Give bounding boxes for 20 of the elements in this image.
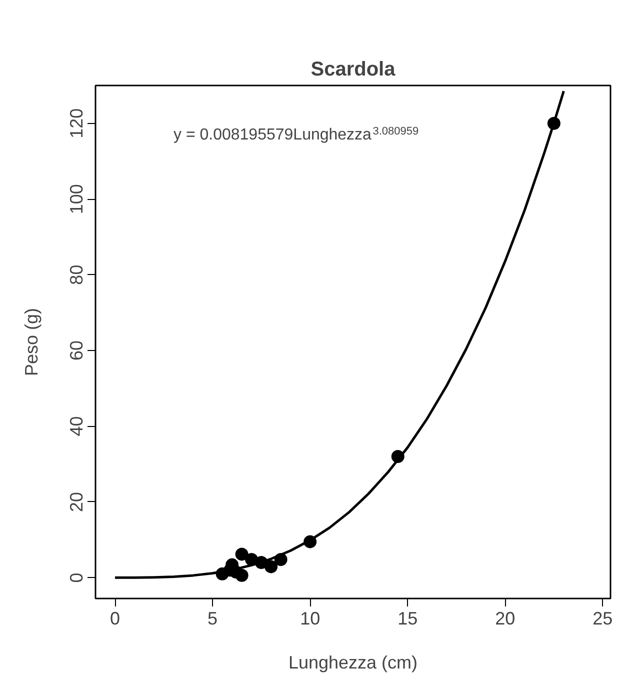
point — [235, 548, 248, 561]
x-axis-title: Lunghezza (cm) — [288, 652, 418, 672]
line-series — [114, 90, 565, 579]
point — [235, 568, 248, 582]
point — [264, 560, 278, 574]
y-axis-title: Peso (g) — [22, 308, 42, 376]
y-tick-label: 120 — [66, 108, 86, 138]
x-tick-label: 15 — [398, 608, 418, 628]
x-tick-label: 20 — [495, 608, 516, 628]
y-tick-label: 100 — [66, 184, 86, 214]
y-tick-label: 80 — [66, 264, 86, 285]
x-tick-label: 0 — [110, 608, 120, 628]
y-tick-label: 40 — [66, 416, 86, 436]
chart-title: Scardola — [310, 58, 396, 80]
x-tick-label: 10 — [300, 608, 320, 628]
y-tick-label: 20 — [66, 492, 86, 512]
x-tick-label: 5 — [208, 608, 218, 628]
y-tick-label: 0 — [66, 572, 86, 583]
y-tick-label: 60 — [66, 340, 86, 361]
x-tick-label: 25 — [592, 608, 613, 628]
